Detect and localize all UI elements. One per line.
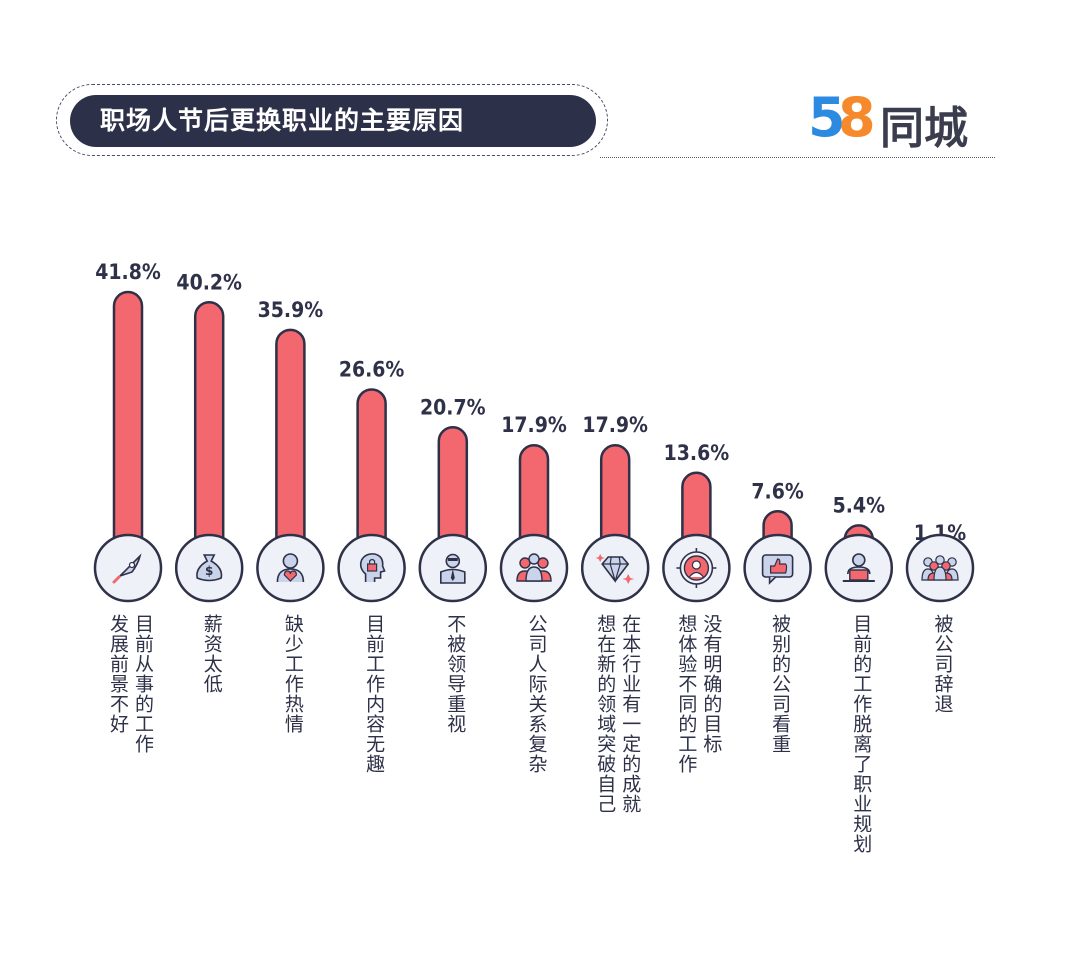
category-label: 目前工作内容无趣 [361,614,386,914]
bar [437,426,469,562]
logo-text: 同城 [880,103,968,154]
data-label: 35.9% [258,298,324,322]
category-label-line: 没有明确的目标 [700,614,723,754]
thumbs-up-icon [761,554,794,585]
category-label-line: 目前从事的工作 [132,614,154,754]
crowd-icon [921,555,959,581]
diamond-icon [595,554,635,584]
rocket-icon [112,553,142,584]
category-label-line: 目前的工作脱离了职业规划 [850,614,873,854]
businessman-icon [439,553,466,584]
data-label: 7.6% [751,479,803,503]
category-label-line: 发展前景不好 [107,614,129,734]
logo-digit-8: 8 [838,86,876,149]
page-title: 职场人节后更换职业的主要原因 [70,95,596,147]
category-label-line: 想体验不同的工作 [675,614,698,774]
header-divider [600,157,995,158]
category-label-line: 公司人际关系复杂 [525,614,548,774]
data-label: 40.2% [176,270,242,294]
category-label-line: 薪资太低 [200,614,223,694]
category-label: 不被领导重视 [442,614,467,914]
category-label-line: 不被领导重视 [444,614,467,734]
category-label: 被公司辞退 [930,614,955,914]
category-label: 在本行业有一定的成就 想在新的领域突破自己 [592,614,642,914]
category-label-line: 想在新的领域突破自己 [594,614,617,814]
target-person-icon [676,548,717,588]
data-label: 20.7% [420,395,486,419]
category-label-line: 被公司辞退 [931,614,954,714]
head-lock-icon [359,553,386,582]
data-label: 17.9% [582,413,648,437]
bar [112,290,144,562]
bar [518,444,550,562]
category-label: 缺少工作热情 [280,614,305,914]
category-label: 目前的工作脱离了职业规划 [848,614,873,914]
category-label: 薪资太低 [199,614,224,914]
bar [275,328,306,562]
category-label-line: 在本行业有一定的成就 [619,614,642,814]
category-label-line: 目前工作内容无趣 [363,614,386,774]
category-label: 目前从事的工作 发展前景不好 [105,614,155,914]
category-label-line: 被别的公司看重 [769,614,792,754]
data-label: 5.4% [833,493,885,517]
data-label: 26.6% [339,357,405,381]
svg-text:$: $ [205,564,213,578]
title-outline [56,84,608,156]
logo-digit-5: 5 [808,86,846,149]
data-label: 41.8% [95,260,161,284]
bar [356,388,387,562]
data-label: 17.9% [501,413,567,437]
category-label: 没有明确的目标 想体验不同的工作 [673,614,723,914]
bar [599,444,631,562]
team-icon [516,553,552,582]
data-label: 13.6% [664,441,730,465]
money-bag-icon: $ [196,554,223,582]
person-heart-icon [276,553,305,583]
person-laptop-icon [842,553,875,582]
category-label-line: 缺少工作热情 [281,614,304,734]
category-label: 公司人际关系复杂 [524,614,549,914]
category-label: 被别的公司看重 [767,614,792,914]
bar [193,301,225,562]
